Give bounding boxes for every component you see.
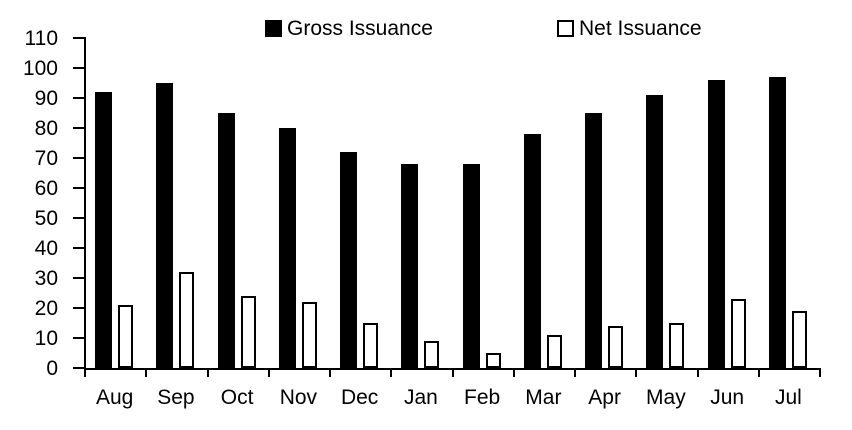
y-tick-90	[73, 97, 85, 99]
bar-net-dec	[363, 323, 378, 368]
y-tick-70	[73, 157, 85, 159]
y-tick-label-70: 70	[34, 147, 58, 170]
x-axis-label-jul: Jul	[774, 386, 802, 409]
gross-issuance-swatch-icon	[265, 20, 282, 37]
x-tick-9	[635, 368, 638, 377]
bar-net-nov	[301, 302, 317, 368]
x-axis-label-feb: Feb	[464, 386, 501, 409]
y-tick-80	[73, 127, 85, 129]
y-tick-label-40: 40	[34, 237, 58, 260]
bar-net-jun	[730, 299, 746, 368]
bar-gross-jun	[707, 80, 725, 368]
y-tick-20	[73, 307, 85, 309]
x-tick-5	[390, 368, 393, 377]
y-tick-40	[73, 247, 85, 249]
bar-gross-may	[646, 95, 664, 368]
y-tick-50	[73, 217, 85, 219]
bar-gross-oct	[217, 113, 235, 368]
x-tick-3	[267, 368, 270, 377]
x-axis-label-jan: Jan	[403, 386, 438, 409]
y-tick-label-10: 10	[34, 327, 58, 350]
bar-gross-dec	[340, 152, 357, 368]
y-tick-60	[73, 187, 85, 189]
bar-net-oct	[240, 296, 256, 368]
y-tick-label-110: 110	[24, 27, 58, 50]
y-tick-label-20: 20	[34, 297, 58, 320]
x-axis-label-jun: Jun	[710, 386, 745, 409]
x-axis-label-may: May	[646, 386, 686, 409]
y-tick-30	[73, 277, 85, 279]
x-tick-4	[329, 368, 331, 377]
x-tick-2	[206, 368, 209, 377]
bar-gross-jan	[401, 164, 419, 368]
net-issuance-swatch-icon	[557, 20, 574, 37]
x-tick-7	[512, 368, 515, 377]
x-tick-8	[574, 368, 576, 377]
y-tick-label-50: 50	[34, 207, 58, 230]
bar-net-may	[669, 323, 685, 368]
legend-label-net-issuance: Net Issuance	[579, 17, 702, 40]
y-tick-label-100: 100	[22, 57, 58, 80]
legend-item-net-issuance: Net Issuance	[557, 18, 702, 39]
x-axis-label-sep: Sep	[157, 386, 195, 409]
bar-gross-aug	[95, 92, 112, 368]
bar-net-jan	[424, 341, 440, 368]
bar-gross-sep	[156, 83, 174, 368]
x-axis-label-mar: Mar	[525, 386, 562, 409]
y-tick-label-90: 90	[34, 87, 58, 110]
bar-gross-nov	[278, 128, 296, 368]
x-tick-0	[84, 368, 86, 377]
x-axis-label-nov: Nov	[279, 386, 318, 409]
y-axis-line	[84, 37, 86, 370]
x-tick-11	[757, 368, 760, 377]
y-tick-110	[73, 37, 85, 39]
y-tick-100	[73, 67, 85, 69]
y-tick-label-80: 80	[34, 117, 58, 140]
x-axis-label-aug: Aug	[95, 386, 134, 409]
bar-net-jul	[791, 311, 807, 368]
x-tick-10	[696, 368, 699, 377]
x-tick-6	[451, 368, 454, 377]
x-axis-label-apr: Apr	[588, 386, 621, 409]
bar-net-mar	[546, 335, 562, 368]
bar-gross-jul	[768, 77, 786, 368]
y-tick-label-30: 30	[34, 267, 58, 290]
y-tick-10	[73, 337, 85, 339]
bar-gross-apr	[585, 113, 602, 368]
y-tick-label-0: 0	[46, 357, 58, 380]
y-tick-0	[73, 367, 85, 369]
x-axis-label-dec: Dec	[340, 386, 379, 409]
x-tick-12	[819, 368, 821, 377]
x-axis-label-oct: Oct	[220, 386, 254, 409]
legend-label-gross-issuance: Gross Issuance	[287, 17, 433, 40]
bar-net-sep	[179, 272, 195, 368]
bar-gross-mar	[523, 134, 541, 368]
bar-net-aug	[118, 305, 133, 368]
legend-item-gross-issuance: Gross Issuance	[265, 18, 433, 39]
bar-net-apr	[608, 326, 623, 368]
x-tick-1	[145, 368, 148, 377]
bar-gross-feb	[462, 164, 480, 368]
y-tick-label-60: 60	[34, 177, 58, 200]
bar-net-feb	[485, 353, 501, 368]
